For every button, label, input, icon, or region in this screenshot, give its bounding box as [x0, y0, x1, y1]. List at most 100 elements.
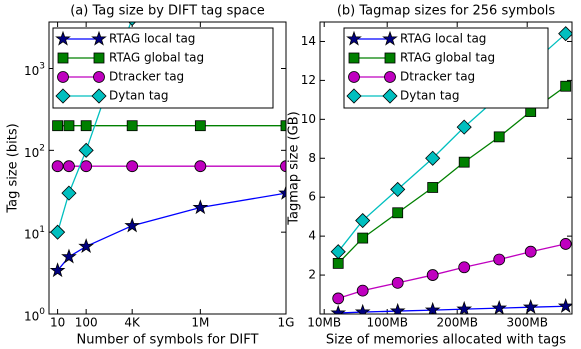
legend-marker — [91, 88, 107, 104]
data-point — [51, 160, 64, 173]
data-point — [424, 301, 441, 314]
data-point — [280, 160, 286, 173]
legend-label: Dtracker tag — [109, 70, 184, 84]
data-point — [80, 120, 92, 132]
legend-marker — [55, 88, 71, 104]
y-tick-label: 14 — [301, 34, 316, 48]
x-tick-label: 100MB — [366, 316, 408, 330]
x-tick-label: 100 — [75, 316, 98, 330]
data-point — [493, 131, 505, 143]
plot-frame — [319, 21, 573, 315]
legend-marker — [384, 52, 396, 64]
x-tick-label: 4K — [124, 316, 141, 330]
data-point — [491, 299, 508, 314]
legend-marker — [382, 88, 398, 104]
y-tick-label: 12 — [301, 73, 316, 87]
data-point — [78, 238, 94, 254]
legend-marker — [93, 71, 105, 83]
y-tick-label: 103 — [24, 61, 45, 78]
data-point — [357, 232, 369, 244]
legend-label: Dtracker tag — [400, 70, 475, 84]
data-point — [558, 26, 572, 42]
data-point — [192, 199, 209, 215]
data-point — [49, 262, 66, 278]
data-point — [194, 120, 206, 132]
data-point — [391, 276, 404, 289]
legend-marker — [346, 30, 362, 46]
plot-area — [49, 22, 286, 278]
y-axis-label: Tag size (bits) — [6, 123, 21, 213]
legend-label: RTAG global tag — [400, 51, 495, 65]
y-tick-label: 102 — [24, 143, 45, 160]
y-tick-label: 100 — [24, 307, 45, 324]
legend-label: RTAG local tag — [109, 32, 195, 46]
legend-marker — [91, 30, 107, 46]
series-line — [57, 192, 286, 271]
legend-marker — [348, 52, 360, 64]
data-point — [78, 142, 94, 158]
data-point — [458, 156, 470, 168]
x-tick-label: 10MB — [307, 316, 341, 330]
legend-marker — [57, 52, 69, 64]
x-tick-label: 1G — [278, 316, 295, 330]
data-point — [425, 150, 441, 166]
legend-marker — [384, 71, 396, 83]
legend-marker — [55, 30, 71, 46]
legend-label: Dytan tag — [109, 89, 169, 103]
data-point — [356, 284, 369, 297]
chart-title: (a) Tag size by DIFT tag space — [70, 4, 265, 19]
data-point — [560, 80, 572, 92]
data-point — [63, 160, 75, 173]
legend-label: Dytan tag — [400, 89, 460, 103]
x-axis-label: Size of memories allocated with tags — [326, 333, 566, 348]
data-point — [458, 261, 471, 274]
y-tick-label: 6 — [308, 190, 316, 204]
y-tick-label: 101 — [24, 225, 45, 242]
data-point — [61, 185, 77, 201]
y-tick-label: 2 — [308, 268, 316, 282]
y-axis-label: Tagmap size (GB) — [287, 111, 302, 226]
legend-marker — [348, 71, 360, 83]
data-point — [390, 181, 406, 197]
data-point — [524, 245, 537, 258]
legend-marker — [382, 30, 398, 46]
data-point — [456, 119, 472, 135]
y-tick-label: 4 — [308, 229, 316, 243]
data-point — [280, 120, 286, 132]
data-point — [52, 120, 63, 132]
data-point — [332, 292, 345, 305]
data-point — [332, 257, 344, 269]
legend-box — [343, 27, 549, 109]
data-point — [392, 207, 404, 219]
data-point — [355, 212, 371, 229]
data-point — [559, 238, 572, 250]
x-tick-label: 10 — [50, 316, 65, 330]
chart-title: (b) Tagmap sizes for 256 symbols — [337, 4, 556, 19]
data-point — [61, 248, 77, 264]
legend-label: RTAG global tag — [109, 51, 204, 65]
legend-label: RTAG local tag — [400, 32, 486, 46]
y-tick-label: 10 — [301, 112, 316, 126]
x-tick-label: 200MB — [436, 316, 478, 330]
x-tick-label: 300MB — [506, 316, 548, 330]
data-point — [278, 184, 286, 200]
data-point — [194, 160, 207, 173]
data-point — [126, 160, 139, 173]
legend-marker — [346, 88, 362, 104]
data-point — [456, 300, 473, 314]
data-point — [80, 160, 93, 173]
legend-box — [52, 27, 274, 109]
x-axis-label: Number of symbols for DIFT — [77, 333, 259, 348]
y-tick-label: 8 — [308, 151, 316, 165]
data-point — [126, 120, 138, 132]
legend-marker — [57, 71, 69, 83]
data-point — [354, 303, 371, 314]
data-point — [522, 298, 539, 314]
data-point — [128, 22, 137, 26]
data-point — [427, 182, 439, 193]
data-point — [63, 120, 75, 132]
data-point — [330, 304, 347, 314]
data-point — [557, 297, 572, 313]
x-tick-label: 1M — [191, 316, 209, 330]
